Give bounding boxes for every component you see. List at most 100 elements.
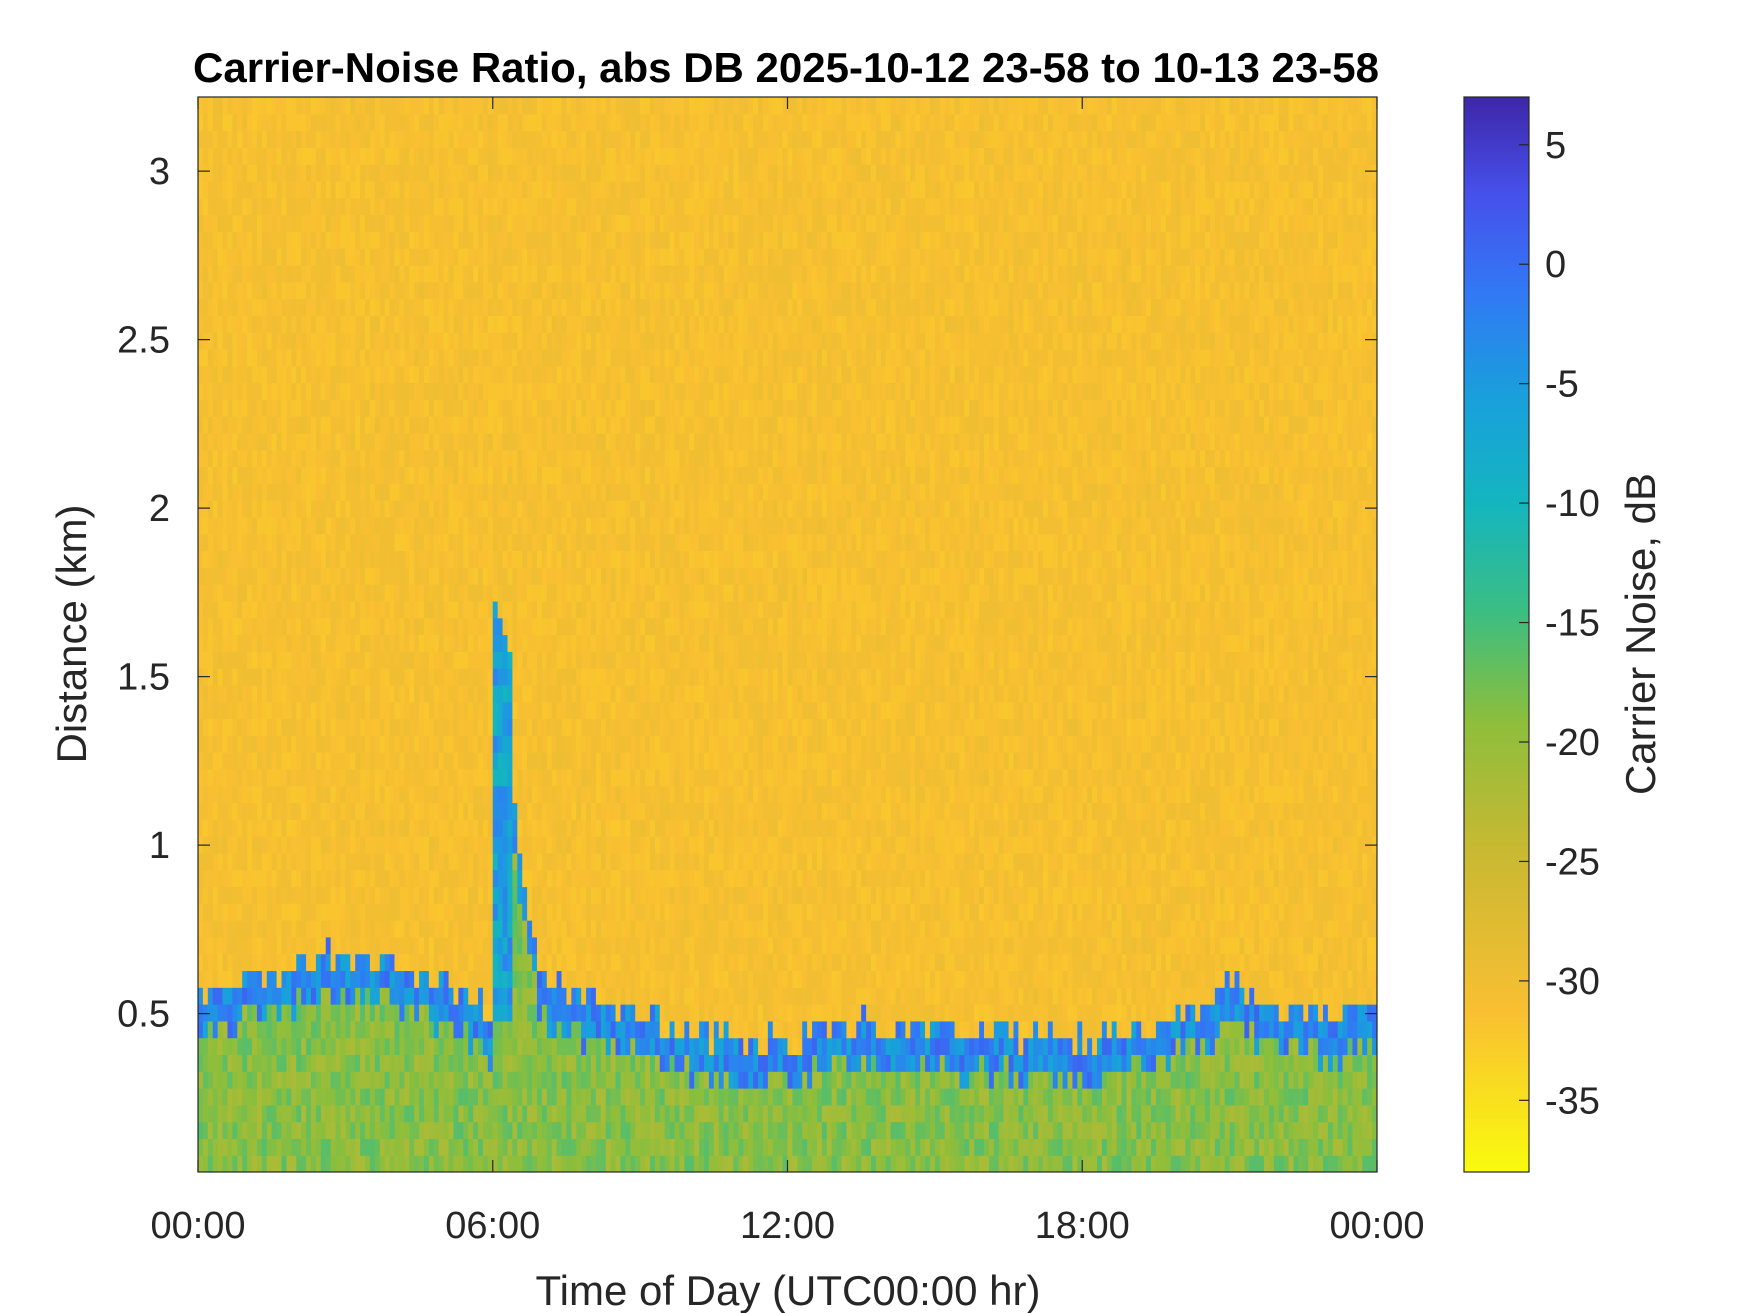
heatmap-cell <box>237 920 243 937</box>
heatmap-cell <box>478 383 484 400</box>
heatmap-cell <box>257 416 263 433</box>
heatmap-cell <box>512 601 518 618</box>
heatmap-cell <box>306 534 312 551</box>
heatmap-cell <box>232 920 238 937</box>
heatmap-cell <box>350 769 356 786</box>
heatmap-cell <box>512 500 518 517</box>
heatmap-cell <box>301 349 307 366</box>
heatmap-cell <box>449 601 455 618</box>
heatmap-cell <box>390 735 396 752</box>
heatmap-cell <box>463 886 469 903</box>
heatmap-cell <box>365 668 371 685</box>
heatmap-cell <box>267 870 273 887</box>
heatmap-cell <box>267 702 273 719</box>
heatmap-cell <box>237 299 243 316</box>
heatmap-cell <box>198 735 204 752</box>
heatmap-cell <box>562 853 568 870</box>
heatmap-cell <box>208 534 214 551</box>
heatmap-cell <box>488 198 494 215</box>
heatmap-cell <box>203 231 209 248</box>
heatmap-cell <box>399 366 405 383</box>
heatmap-cell <box>478 181 484 198</box>
heatmap-cell <box>542 1122 548 1139</box>
heatmap-cell <box>566 651 572 668</box>
heatmap-cell <box>527 668 533 685</box>
heatmap-cell <box>296 1004 302 1021</box>
heatmap-cell <box>522 433 528 450</box>
heatmap-cell <box>213 1021 219 1038</box>
heatmap-cell <box>488 399 494 416</box>
heatmap-cell <box>345 786 351 803</box>
heatmap-cell <box>395 920 401 937</box>
heatmap-cell <box>503 618 509 635</box>
heatmap-cell <box>571 886 577 903</box>
heatmap-cell <box>208 450 214 467</box>
heatmap-cell <box>321 534 327 551</box>
heatmap-cell <box>576 1088 582 1105</box>
heatmap-cell <box>458 97 464 114</box>
heatmap-cell <box>227 1004 233 1021</box>
heatmap-cell <box>488 1088 494 1105</box>
heatmap-cell <box>247 517 253 534</box>
heatmap-cell <box>399 433 405 450</box>
heatmap-cell <box>424 752 430 769</box>
heatmap-cell <box>237 870 243 887</box>
heatmap-cell <box>532 467 538 484</box>
heatmap-cell <box>296 349 302 366</box>
heatmap-cell <box>213 349 219 366</box>
heatmap-cell <box>232 836 238 853</box>
heatmap-cell <box>399 735 405 752</box>
heatmap-cell <box>458 399 464 416</box>
heatmap-cell <box>375 198 381 215</box>
heatmap-cell <box>296 332 302 349</box>
heatmap-cell <box>547 752 553 769</box>
heatmap-cell <box>552 366 558 383</box>
heatmap-cell <box>463 1021 469 1038</box>
heatmap-cell <box>557 1021 563 1038</box>
heatmap-cell <box>355 265 361 282</box>
heatmap-cell <box>262 567 268 584</box>
heatmap-cell <box>331 416 337 433</box>
heatmap-cell <box>414 735 420 752</box>
heatmap-cell <box>434 114 440 131</box>
heatmap-cell <box>439 718 445 735</box>
heatmap-cell <box>331 147 337 164</box>
heatmap-cell <box>252 668 258 685</box>
heatmap-cell <box>365 315 371 332</box>
heatmap-cell <box>331 131 337 148</box>
heatmap-cell <box>272 685 278 702</box>
heatmap-cell <box>552 231 558 248</box>
heatmap-cell <box>340 567 346 584</box>
heatmap-cell <box>404 366 410 383</box>
heatmap-cell <box>404 735 410 752</box>
heatmap-cell <box>390 1088 396 1105</box>
heatmap-cell <box>557 215 563 232</box>
heatmap-cell <box>444 601 450 618</box>
heatmap-cell <box>365 769 371 786</box>
heatmap-cell <box>444 248 450 265</box>
heatmap-cell <box>267 1138 273 1155</box>
heatmap-cell <box>380 1038 386 1055</box>
heatmap-cell <box>547 399 553 416</box>
heatmap-cell <box>282 1155 288 1172</box>
heatmap-cell <box>449 198 455 215</box>
heatmap-cell <box>365 517 371 534</box>
heatmap-cell <box>316 332 322 349</box>
heatmap-cell <box>247 1071 253 1088</box>
heatmap-cell <box>449 164 455 181</box>
heatmap-cell <box>286 836 292 853</box>
heatmap-cell <box>282 584 288 601</box>
heatmap-cell <box>449 685 455 702</box>
heatmap-cell <box>203 584 209 601</box>
heatmap-cell <box>478 1088 484 1105</box>
heatmap-cell <box>542 1004 548 1021</box>
heatmap-cell <box>453 198 459 215</box>
heatmap-cell <box>218 282 224 299</box>
heatmap-cell <box>252 198 258 215</box>
heatmap-cell <box>252 685 258 702</box>
heatmap-cell <box>439 231 445 248</box>
heatmap-cell <box>390 752 396 769</box>
heatmap-cell <box>331 164 337 181</box>
heatmap-cell <box>232 1038 238 1055</box>
heatmap-cell <box>488 1138 494 1155</box>
